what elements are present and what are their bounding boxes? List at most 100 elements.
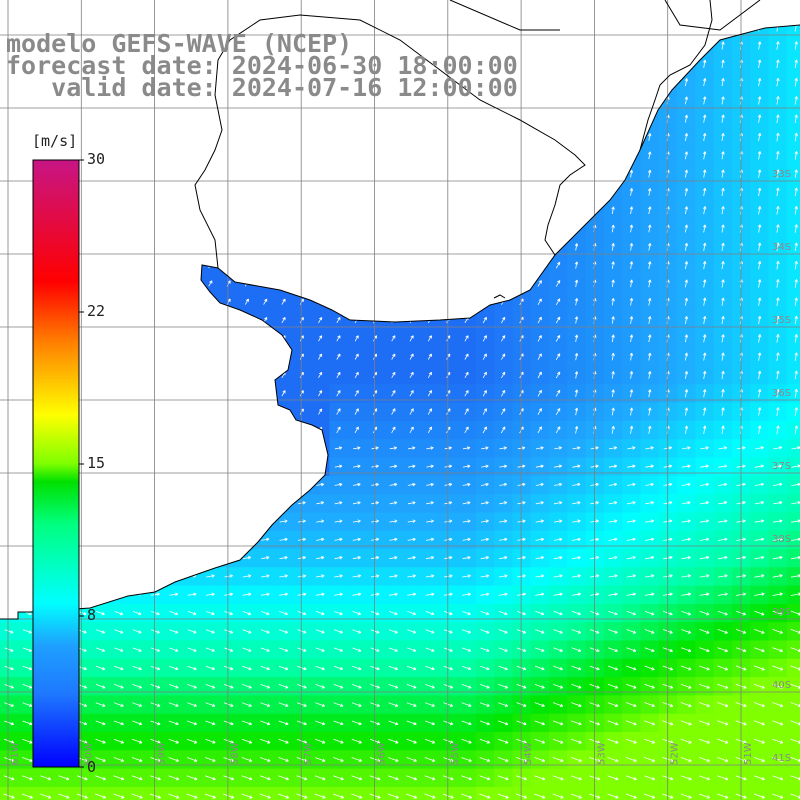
field-cell [512,439,532,459]
wind-arrow [644,683,655,689]
wind-arrow [407,574,416,578]
field-cell [494,402,513,422]
wind-arrow [647,261,652,269]
wind-arrow [114,611,124,616]
wind-arrow [425,592,435,597]
field-cell [695,146,715,166]
wind-arrow [754,519,765,523]
wind-arrow [464,335,469,342]
wind-arrow [776,41,780,50]
wind-arrow [757,114,762,123]
wind-arrow [334,592,343,597]
wind-arrow [424,720,435,726]
field-cell [677,274,696,294]
wind-arrow [552,738,564,744]
field-cell [603,530,623,550]
longitude-label: 51W [743,742,754,765]
wind-arrow [700,482,709,487]
wind-arrow [625,775,637,781]
longitude-label: 52W [670,742,681,765]
wind-arrow [647,133,652,141]
field-cell [420,567,440,587]
wind-arrow [442,775,454,781]
field-cell [750,109,770,129]
wind-arrow [611,316,615,324]
field-cell [658,109,678,129]
wind-arrow [425,647,435,652]
field-cell [567,457,587,477]
wind-arrow [150,775,161,781]
wind-arrow [698,738,710,744]
field-cell [768,237,788,257]
colorbar-tick-label: 0 [87,758,97,776]
wind-arrow [132,702,143,707]
wind-arrow [132,684,142,689]
field-cell [311,786,330,800]
wind-arrow [279,629,288,634]
wind-arrow [263,298,268,305]
field-cell [622,347,642,367]
wind-arrow [409,408,414,415]
colorbar-tick-label: 8 [87,606,97,624]
field-cell [658,567,678,587]
wind-arrow [537,298,542,305]
field-cell [677,311,696,330]
field-cell [347,585,367,605]
field-cell [768,256,788,276]
field-cell [658,164,678,184]
wind-arrow [680,702,692,708]
field-cell [732,494,751,513]
field-cell [366,494,385,513]
wind-arrow [336,353,341,360]
field-cell [494,420,513,440]
wind-arrow [95,665,106,671]
field-cell [768,219,788,239]
wind-arrow [498,611,508,616]
wind-arrow [370,647,380,652]
field-cell [420,329,440,349]
field-cell [768,475,788,495]
field-cell [549,347,568,367]
wind-arrow [702,261,707,270]
wind-arrow [684,78,688,87]
wind-arrow [535,574,545,578]
wind-arrow [757,59,762,68]
field-cell [713,457,733,477]
wind-arrow [680,757,692,762]
wind-arrow [443,647,453,652]
wind-arrow [718,482,728,487]
wind-arrow [717,793,729,799]
field-cell [512,457,532,477]
field-cell [292,347,312,367]
wind-arrow [389,592,398,597]
wind-arrow [721,389,725,398]
wind-arrow [629,371,634,379]
wind-arrow [241,775,253,781]
wind-arrow [627,446,636,450]
wind-arrow [773,501,783,505]
field-cell [567,494,587,513]
field-cell [603,457,623,477]
wind-arrow [572,537,581,542]
field-cell [640,329,660,349]
wind-arrow [132,629,142,634]
field-cell [640,201,660,221]
field-cell [768,25,788,38]
wind-arrow [169,647,179,652]
wind-arrow [794,151,798,160]
field-cell [347,347,367,367]
wind-arrow [757,206,762,215]
field-cell [695,494,715,513]
wind-arrow [224,629,234,634]
wind-arrow [479,793,491,799]
wind-arrow [352,556,361,560]
wind-arrow [626,501,636,505]
wind-arrow [717,574,728,578]
wind-arrow [278,793,290,799]
field-cell [366,585,385,605]
wind-arrow [168,702,179,707]
wind-arrow [482,371,487,379]
wind-arrow [757,41,762,50]
wind-arrow [315,592,325,597]
wind-arrow [336,426,341,434]
